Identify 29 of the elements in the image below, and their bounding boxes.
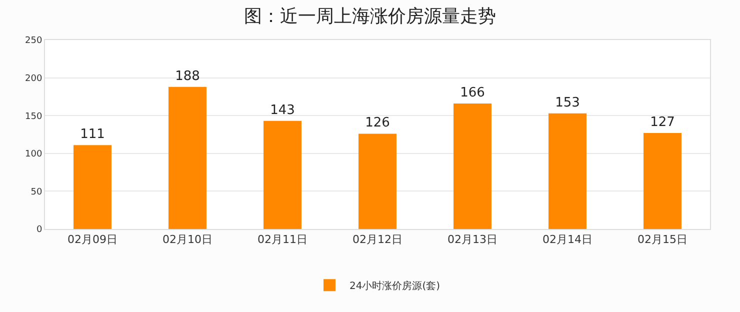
x-tick-label: 02月11日 xyxy=(258,233,308,246)
data-label: 188 xyxy=(175,68,200,84)
data-label: 143 xyxy=(270,102,295,118)
bar xyxy=(548,113,586,229)
y-tick-label: 100 xyxy=(25,150,42,160)
y-tick-label: 0 xyxy=(36,225,42,236)
bar xyxy=(454,104,492,229)
bar xyxy=(264,120,302,229)
bar xyxy=(74,145,112,229)
legend-label: 24小时涨价房源(套) xyxy=(350,280,440,292)
x-tick-label: 02月13日 xyxy=(448,233,498,246)
data-label: 153 xyxy=(555,95,580,110)
chart-title: 图：近一周上海涨价房源量走势 xyxy=(244,6,496,27)
data-label: 127 xyxy=(650,114,675,130)
x-tick-label: 02月09日 xyxy=(68,233,118,246)
data-label: 126 xyxy=(365,116,390,131)
data-label: 111 xyxy=(80,127,105,142)
x-tick-label: 02月15日 xyxy=(638,233,688,246)
x-tick-label: 02月10日 xyxy=(162,233,212,246)
bar xyxy=(644,132,682,229)
y-tick-label: 150 xyxy=(25,112,42,122)
x-tick-label: 02月14日 xyxy=(542,233,592,246)
y-tick-label: 50 xyxy=(30,187,42,198)
y-tick-label: 200 xyxy=(25,74,42,84)
data-label: 166 xyxy=(460,86,485,100)
bar xyxy=(168,86,206,229)
y-tick-label: 250 xyxy=(25,36,42,46)
x-tick-label: 02月12日 xyxy=(352,233,402,246)
bar xyxy=(358,134,396,229)
